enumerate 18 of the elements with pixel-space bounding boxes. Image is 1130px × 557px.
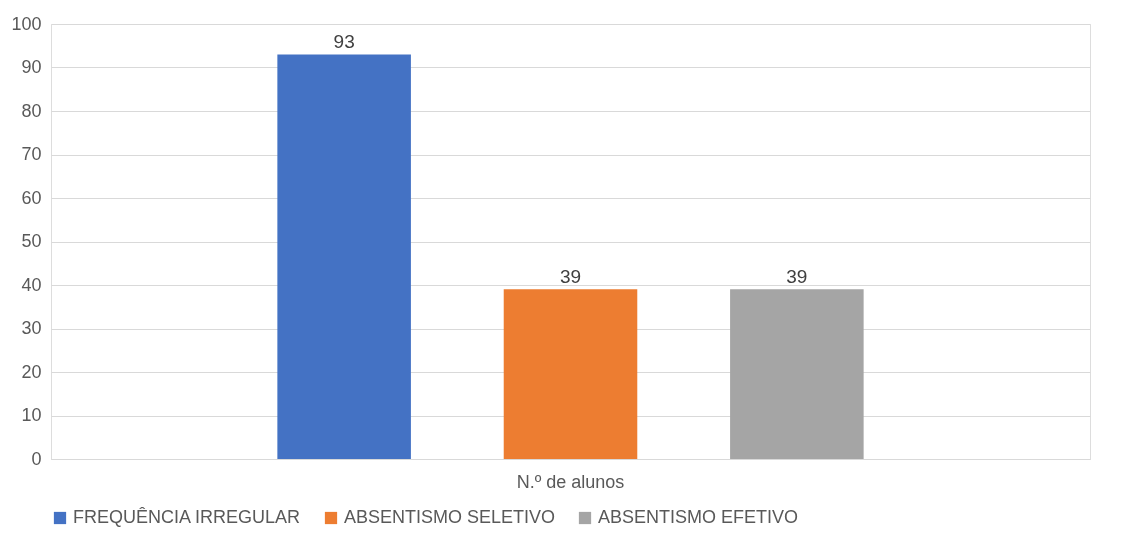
legend-label: FREQUÊNCIA IRREGULAR <box>73 507 301 527</box>
data-label: 39 <box>559 266 582 288</box>
y-tick-label: 0 <box>31 448 42 469</box>
y-tick-label: 90 <box>21 57 42 77</box>
y-tick-label: 60 <box>21 187 42 208</box>
data-label: 39 <box>786 266 808 288</box>
y-tick-label: 70 <box>21 144 42 164</box>
y-tick-label: 40 <box>21 274 42 295</box>
y-tick-label: 10 <box>21 405 42 425</box>
legend-label: ABSENTISMO EFETIVO <box>598 507 799 527</box>
data-label: 93 <box>333 31 355 53</box>
x-tick-label: N.º de alunos <box>516 471 625 492</box>
y-tick-label: 80 <box>21 100 42 121</box>
legend-label: ABSENTISMO SELETIVO <box>344 507 556 527</box>
y-tick-label: 30 <box>21 318 42 338</box>
y-tick-label: 20 <box>21 361 42 382</box>
y-tick-label: 50 <box>21 231 42 251</box>
y-tick-label: 100 <box>11 13 42 34</box>
